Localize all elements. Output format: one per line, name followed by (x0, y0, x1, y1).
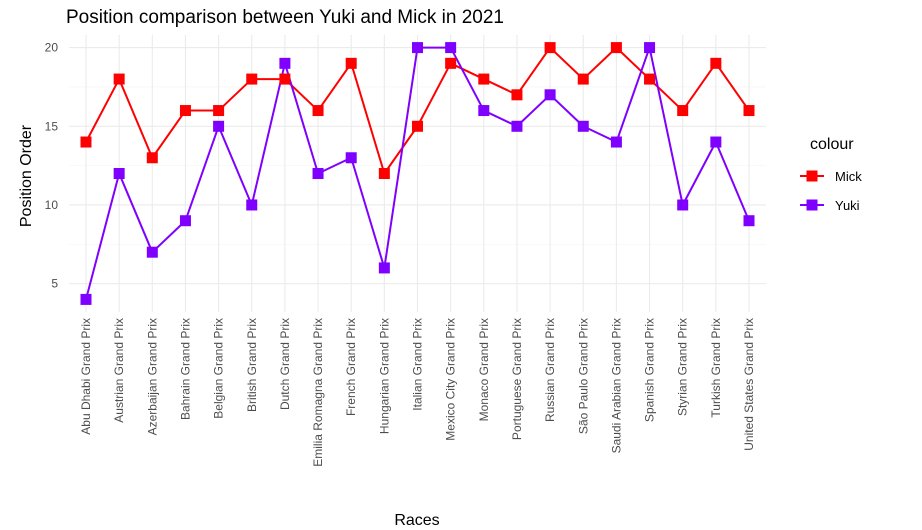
data-point-mick (478, 73, 490, 85)
data-point-yuki (577, 120, 589, 132)
data-point-mick (378, 168, 390, 179)
legend-swatch-yuki (806, 199, 818, 211)
x-tick-label: Monaco Grand Prix (477, 318, 491, 421)
chart-title: Position comparison between Yuki and Mic… (66, 7, 504, 28)
x-tick-label: Portuguese Grand Prix (510, 318, 524, 440)
x-tick-label: Spanish Grand Prix (643, 318, 657, 422)
data-point-yuki (511, 120, 523, 132)
legend-item-yuki: Yuki (800, 198, 860, 213)
data-point-mick (743, 105, 755, 117)
x-tick-label: Italian Grand Prix (411, 318, 425, 411)
grid (69, 35, 766, 312)
x-tick-label: Azerbaijan Grand Prix (145, 318, 159, 435)
data-point-mick (610, 42, 622, 54)
x-tick-label: Abu Dhabi Grand Prix (79, 318, 93, 435)
data-point-mick (644, 73, 656, 85)
data-point-mick (246, 73, 258, 85)
data-point-yuki (644, 42, 656, 54)
data-point-yuki (544, 89, 556, 101)
data-point-mick (445, 57, 457, 69)
data-point-yuki (412, 42, 423, 54)
x-tick-label: Mexico City Grand Prix (444, 318, 458, 441)
data-point-yuki (610, 136, 622, 148)
series-layer (80, 42, 755, 305)
data-point-mick (312, 105, 324, 117)
data-point-yuki (345, 152, 357, 164)
x-tick-label: Belgian Grand Prix (212, 318, 226, 419)
data-point-yuki (279, 57, 291, 69)
data-point-yuki (312, 168, 324, 179)
data-point-yuki (677, 199, 689, 211)
x-tick-label: Hungarian Grand Prix (377, 318, 391, 434)
x-axis-ticks: Abu Dhabi Grand Prix Austrian Grand Prix A… (79, 318, 756, 467)
data-point-mick (677, 105, 689, 117)
data-point-yuki (80, 293, 92, 305)
data-point-mick (146, 152, 158, 164)
y-tick-label: 20 (45, 41, 59, 55)
legend: colour Mick Yuki (800, 136, 862, 213)
x-tick-label: Styrian Grand Prix (676, 318, 690, 416)
legend-items: Mick Yuki (800, 169, 862, 213)
data-point-mick (345, 57, 357, 69)
data-point-mick (511, 89, 523, 101)
y-tick-label: 15 (45, 119, 59, 133)
x-tick-label: Saudi Arabian Grand Prix (609, 318, 623, 453)
x-tick-label: Emilia Romagna Grand Prix (311, 318, 325, 467)
x-tick-label: British Grand Prix (245, 318, 259, 412)
data-point-mick (113, 73, 125, 85)
legend-swatch-mick (806, 170, 818, 182)
y-axis-ticks: 5 10 15 20 (45, 41, 59, 291)
data-point-mick (577, 73, 589, 85)
x-tick-label: Russian Grand Prix (543, 318, 557, 422)
data-point-mick (710, 57, 722, 69)
y-tick-label: 5 (51, 277, 58, 291)
legend-label-yuki: Yuki (835, 198, 860, 213)
x-tick-label: Turkish Grand Prix (709, 318, 723, 418)
x-axis-title: Races (394, 512, 439, 529)
data-point-yuki (179, 215, 191, 227)
data-point-yuki (113, 168, 125, 179)
legend-title: colour (810, 136, 854, 153)
data-point-mick (412, 120, 423, 132)
x-tick-label: French Grand Prix (344, 318, 358, 416)
data-point-mick (279, 73, 291, 85)
data-point-yuki (146, 246, 158, 258)
x-tick-label: Austrian Grand Prix (112, 318, 126, 423)
data-point-yuki (710, 136, 722, 148)
data-point-yuki (378, 262, 390, 274)
data-point-yuki (743, 215, 755, 227)
data-point-mick (213, 105, 225, 117)
data-point-yuki (445, 42, 457, 54)
data-point-yuki (213, 120, 225, 132)
y-axis-title: Position Order (18, 124, 35, 227)
data-point-mick (544, 42, 556, 54)
x-tick-label: Dutch Grand Prix (278, 318, 292, 410)
data-point-yuki (246, 199, 258, 211)
x-tick-label: United States Grand Prix (742, 318, 756, 451)
legend-item-mick: Mick (800, 169, 862, 184)
x-tick-label: São Paulo Grand Prix (576, 318, 590, 434)
data-point-yuki (478, 105, 490, 117)
legend-label-mick: Mick (835, 169, 862, 184)
data-point-mick (80, 136, 92, 148)
x-tick-label: Bahrain Grand Prix (178, 318, 192, 420)
y-tick-label: 10 (45, 198, 59, 212)
data-point-mick (179, 105, 191, 117)
